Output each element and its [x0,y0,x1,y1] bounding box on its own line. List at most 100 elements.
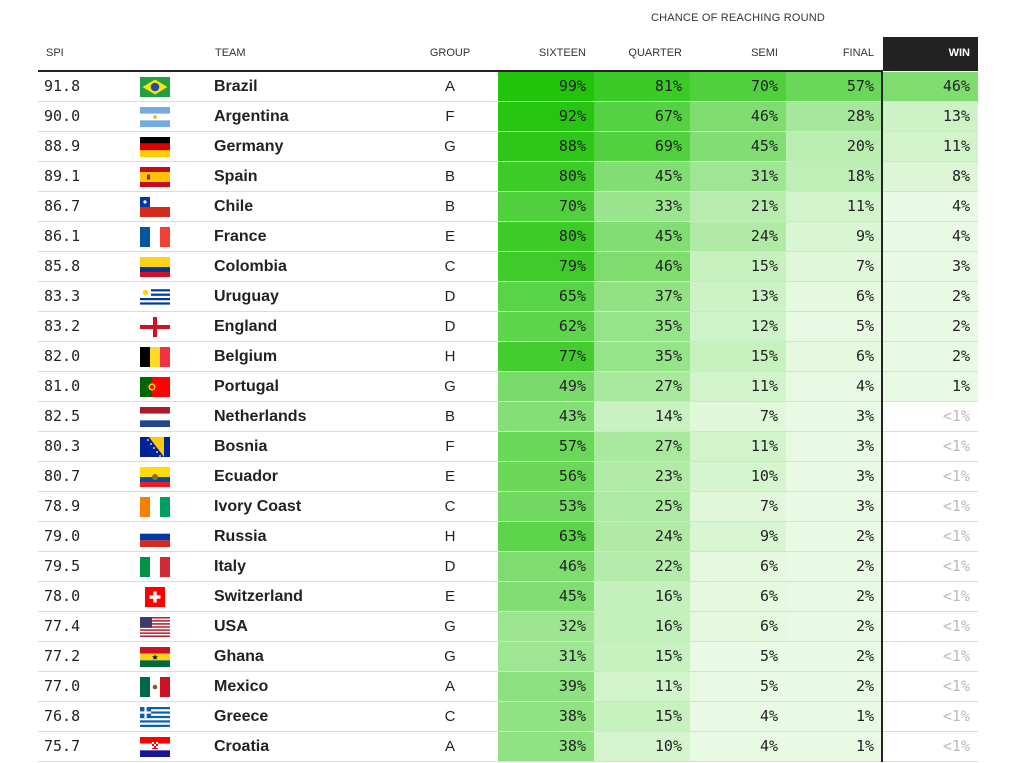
group-letter: G [444,648,456,665]
table-row[interactable]: 81.0 Portugal G 49% 27% 11% 4% 1% [38,372,978,402]
portugal-flag [140,377,170,397]
quarter-chance-cell: 33% [594,192,690,221]
win-chance-cell: 46% [883,72,978,101]
table-row[interactable]: 86.1 France E 80% 45% 24% 9% 4% [38,222,978,252]
table-row[interactable]: 82.5 Netherlands B 43% 14% 7% 3% <1% [38,402,978,432]
group-letter: G [444,618,456,635]
group-letter: G [444,138,456,155]
sixteen-chance-cell: 53% [498,492,594,521]
semi-chance-cell: 6% [690,552,786,581]
final-chance-cell: 2% [786,522,882,551]
semi-chance-cell: 31% [690,162,786,191]
final-chance-cell: 7% [786,252,882,281]
ghana-flag [140,647,170,667]
spi-value: 85.8 [44,257,81,275]
team-name: Brazil [214,78,258,95]
group-letter: C [444,498,456,515]
win-chance-cell: <1% [942,437,970,455]
header-final[interactable]: FINAL [842,47,874,59]
table-row[interactable]: 80.3 Bosnia F 57% 27% 11% 3% <1% [38,432,978,462]
sixteen-chance-cell: 62% [498,312,594,341]
quarter-chance-cell: 37% [594,282,690,311]
ivory-coast-flag [140,497,170,517]
group-letter: B [444,168,455,185]
team-name: Germany [214,138,284,155]
quarter-chance-cell: 11% [594,672,690,701]
table-row[interactable]: 79.0 Russia H 63% 24% 9% 2% <1% [38,522,978,552]
semi-chance-cell: 70% [690,72,786,101]
table-row[interactable]: 90.0 Argentina F 92% 67% 46% 28% 13% [38,102,978,132]
sixteen-chance-cell: 43% [498,402,594,431]
team-name: Italy [214,558,247,575]
quarter-chance-cell: 24% [594,522,690,551]
header-team[interactable]: TEAM [215,47,246,59]
table-row[interactable]: 85.8 Colombia C 79% 46% 15% 7% 3% [38,252,978,282]
table-row[interactable]: 79.5 Italy D 46% 22% 6% 2% <1% [38,552,978,582]
team-name: Ghana [214,648,264,665]
table-row[interactable]: 78.9 Ivory Coast C 53% 25% 7% 3% <1% [38,492,978,522]
russia-flag [140,527,170,547]
table-row[interactable]: 77.2 Ghana G 31% 15% 5% 2% <1% [38,642,978,672]
team-name: Chile [214,198,254,215]
spi-value: 75.7 [44,737,81,755]
quarter-chance-cell: 45% [594,162,690,191]
win-chance-cell: 2% [883,342,978,371]
team-name: Uruguay [214,288,279,305]
sixteen-chance-cell: 38% [498,732,594,761]
spi-value: 76.8 [44,707,81,725]
belgium-flag [140,347,170,367]
spi-value: 77.4 [44,617,81,635]
quarter-chance-cell: 16% [594,612,690,641]
quarter-chance-cell: 10% [594,732,690,761]
header-quarter[interactable]: QUARTER [628,47,682,59]
final-chance-cell: 2% [786,642,882,671]
final-chance-cell: 9% [786,222,882,251]
table-row[interactable]: 83.2 England D 62% 35% 12% 5% 2% [38,312,978,342]
table-row[interactable]: 82.0 Belgium H 77% 35% 15% 6% 2% [38,342,978,372]
bosnia-flag [140,437,170,457]
group-letter: D [444,318,456,335]
chart-supertitle: CHANCE OF REACHING ROUND [650,12,826,24]
team-name: Bosnia [214,438,268,455]
uruguay-flag [140,287,170,307]
ecuador-flag [140,467,170,487]
win-chance-cell: <1% [942,557,970,575]
win-chance-cell: <1% [942,707,970,725]
spi-value: 78.9 [44,497,81,515]
team-name: Colombia [214,258,287,275]
win-chance-cell: 4% [883,222,978,251]
header-group[interactable]: GROUP [429,47,471,59]
sixteen-chance-cell: 56% [498,462,594,491]
team-name: Switzerland [214,588,303,605]
table-row[interactable]: 91.8 Brazil A 99% 81% 70% 57% 46% [38,72,978,102]
table-row[interactable]: 80.7 Ecuador E 56% 23% 10% 3% <1% [38,462,978,492]
mexico-flag [140,677,170,697]
win-chance-cell: <1% [942,527,970,545]
table-row[interactable]: 77.4 USA G 32% 16% 6% 2% <1% [38,612,978,642]
quarter-chance-cell: 22% [594,552,690,581]
spi-value: 81.0 [44,377,81,395]
header-semi[interactable]: SEMI [751,47,778,59]
table-row[interactable]: 86.7 Chile B 70% 33% 21% 11% 4% [38,192,978,222]
table-row[interactable]: 78.0 Switzerland E 45% 16% 6% 2% <1% [38,582,978,612]
quarter-chance-cell: 15% [594,702,690,731]
semi-chance-cell: 5% [690,642,786,671]
table-row[interactable]: 83.3 Uruguay D 65% 37% 13% 6% 2% [38,282,978,312]
argentina-flag [140,107,170,127]
header-spi[interactable]: SPI [46,47,64,59]
header-sixteen[interactable]: SIXTEEN [538,47,586,59]
table-row[interactable]: 76.8 Greece C 38% 15% 4% 1% <1% [38,702,978,732]
spi-value: 80.7 [44,467,81,485]
semi-chance-cell: 6% [690,612,786,641]
table-row[interactable]: 89.1 Spain B 80% 45% 31% 18% 8% [38,162,978,192]
team-name: Ivory Coast [214,498,302,515]
team-name: Portugal [214,378,279,395]
win-chance-cell: <1% [942,497,970,515]
table-row[interactable]: 75.7 Croatia A 38% 10% 4% 1% <1% [38,732,978,762]
header-win[interactable]: WIN [948,47,970,59]
team-name: Russia [214,528,267,545]
table-row[interactable]: 77.0 Mexico A 39% 11% 5% 2% <1% [38,672,978,702]
win-chance-cell: <1% [942,737,970,755]
table-row[interactable]: 88.9 Germany G 88% 69% 45% 20% 11% [38,132,978,162]
spi-value: 80.3 [44,437,81,455]
